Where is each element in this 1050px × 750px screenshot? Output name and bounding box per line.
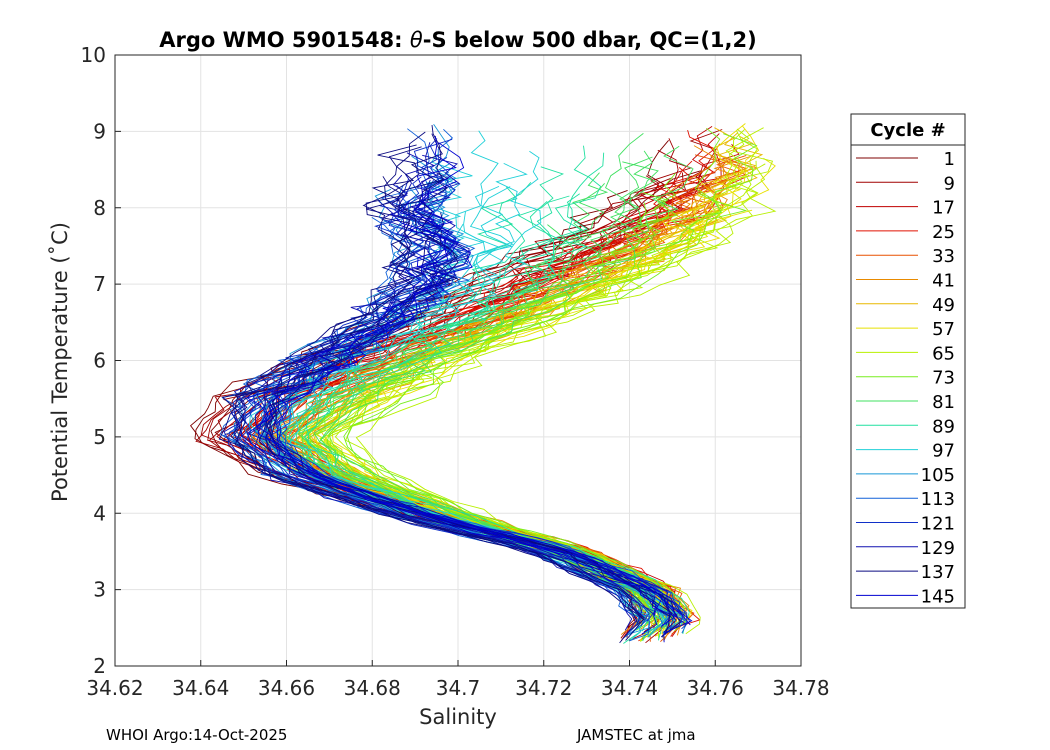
- y-tick-label: 6: [93, 349, 106, 373]
- legend-label-cycle-49: 49: [932, 295, 955, 316]
- footer-source: WHOI Argo:14-Oct-2025: [106, 726, 288, 744]
- profile-cycle-88: [304, 152, 690, 635]
- y-tick-label: 4: [93, 501, 106, 525]
- legend-label-cycle-81: 81: [932, 392, 955, 413]
- x-tick-label: 34.62: [86, 676, 143, 700]
- y-axis-label: Potential Temperature (˚C): [48, 222, 72, 502]
- x-tick-label: 34.64: [172, 676, 229, 700]
- profile-cycle-127: [247, 173, 658, 617]
- profile-cycle-67: [345, 163, 766, 613]
- legend-label-cycle-73: 73: [932, 368, 955, 389]
- y-tick-label: 5: [93, 425, 106, 449]
- profile-cycle-139: [230, 146, 645, 644]
- legend-label-cycle-105: 105: [921, 465, 955, 486]
- y-tick-label: 9: [93, 119, 106, 143]
- x-tick-label: 34.76: [687, 676, 744, 700]
- x-axis-label: Salinity: [419, 705, 497, 729]
- legend-box: [850, 113, 966, 609]
- legend-label-cycle-41: 41: [932, 271, 955, 292]
- legend-title: Cycle #: [870, 120, 945, 141]
- title-prefix: Argo WMO 5901548:: [159, 28, 410, 52]
- y-tick-label: 10: [81, 43, 106, 67]
- footer-credit: JAMSTEC at jma: [577, 726, 696, 744]
- legend-entries: 1 9 17 25 33 41 49 57 65 73 81 89 97 105 113 121 129 137 1…: [856, 149, 955, 607]
- legend-label-cycle-65: 65: [932, 343, 955, 364]
- y-tick-label: 8: [93, 196, 106, 220]
- legend-label-cycle-1: 1: [944, 149, 955, 170]
- legend-label-cycle-89: 89: [932, 416, 955, 437]
- y-tick-label: 3: [93, 578, 106, 602]
- legend-label-cycle-113: 113: [921, 489, 955, 510]
- x-tick-label: 34.68: [344, 676, 401, 700]
- x-tick-label: 34.7: [436, 676, 481, 700]
- legend-label-cycle-145: 145: [921, 586, 955, 607]
- profile-cycle-136: [218, 144, 639, 624]
- chart-title: Argo WMO 5901548: θ-S below 500 dbar, QC…: [159, 28, 756, 52]
- x-tick-label: 34.66: [258, 676, 315, 700]
- profile-cycle-132: [233, 200, 643, 623]
- legend-label-cycle-25: 25: [932, 222, 955, 243]
- profile-cycle-72: [346, 127, 722, 617]
- profile-cycle-143: [255, 200, 675, 617]
- title-suffix: -S below 500 dbar, QC=(1,2): [423, 28, 757, 52]
- legend: Cycle # 1 9 17 25 33 41 49 57 65 73 81 89 97 105 113 12…: [850, 113, 966, 609]
- profile-cycle-145: [278, 180, 691, 626]
- y-tick-label: 2: [93, 654, 106, 678]
- x-tick-label: 34.78: [772, 676, 829, 700]
- legend-label-cycle-9: 9: [944, 173, 955, 194]
- y-ticks: 2 3 4 5 6 7 8 9 10: [81, 43, 121, 678]
- legend-label-cycle-33: 33: [932, 246, 955, 267]
- profile-cycle-144: [270, 142, 693, 643]
- x-ticks: 34.62 34.64 34.66 34.68 34.7 34.72 34.74 34.76 3…: [86, 660, 830, 700]
- legend-label-cycle-137: 137: [921, 562, 955, 583]
- x-tick-label: 34.74: [601, 676, 658, 700]
- profile-cycle-133: [234, 131, 645, 641]
- profile-cycle-81: [318, 156, 682, 624]
- legend-label-cycle-57: 57: [932, 319, 955, 340]
- legend-label-cycle-129: 129: [921, 538, 955, 559]
- x-tick-label: 34.72: [515, 676, 572, 700]
- profile-lines: [189, 123, 777, 644]
- profile-cycle-89: [277, 200, 668, 642]
- profile-cycle-69: [343, 133, 758, 632]
- legend-label-cycle-17: 17: [932, 198, 955, 219]
- title-theta: θ: [410, 28, 423, 52]
- legend-label-cycle-97: 97: [932, 441, 955, 462]
- legend-label-cycle-121: 121: [921, 514, 955, 535]
- y-tick-label: 7: [93, 272, 106, 296]
